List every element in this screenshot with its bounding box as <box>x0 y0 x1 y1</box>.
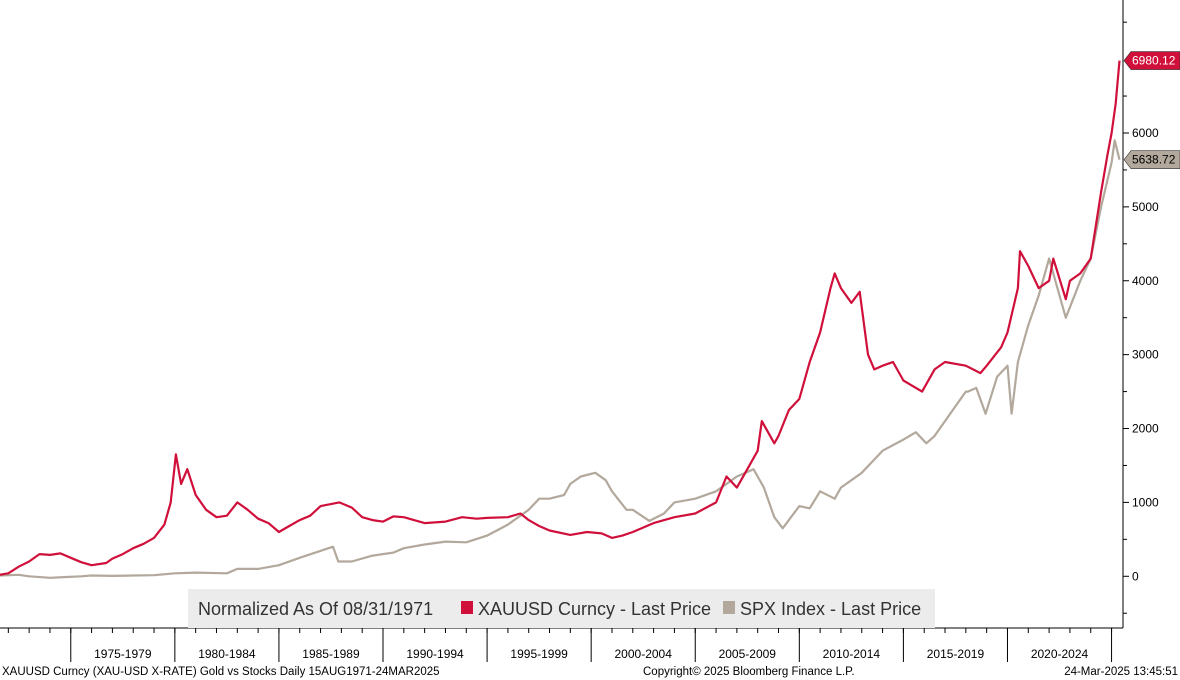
last-value-markers: 6980.12 5638.72 <box>1123 51 1180 169</box>
last-value-label-spx: 5638.72 <box>1132 153 1176 167</box>
legend-swatch-spx <box>723 601 735 614</box>
legend-label-spx: SPX Index - Last Price <box>740 599 921 619</box>
x-tick-label: 2015-2019 <box>927 647 985 661</box>
x-tick-label: 1990-1994 <box>406 647 464 661</box>
footer-center: Copyright© 2025 Bloomberg Finance L.P. <box>643 666 855 678</box>
last-value-tag-gold <box>1123 51 1180 70</box>
x-tick-label: 2010-2014 <box>823 647 881 661</box>
y-tick-label: 4000 <box>1132 274 1159 288</box>
x-tick-group: 1975-1979 1980-1984 1985-1989 1990-1994 1995… <box>7 628 1113 662</box>
plot-area <box>0 60 1121 579</box>
footer-right: 24-Mar-2025 13:45:51 <box>1064 666 1178 678</box>
legend: Normalized As Of 08/31/1971 XAUUSD Curnc… <box>188 589 935 628</box>
series-line-spx <box>0 139 1121 579</box>
y-tick-label: 5000 <box>1132 200 1159 214</box>
footer-left: XAUUSD Curncy (XAU-USD X-RATE) Gold vs S… <box>2 666 440 678</box>
last-value-tag-spx <box>1123 150 1180 169</box>
x-tick-label: 1995-1999 <box>510 647 568 661</box>
series-line-gold <box>0 60 1121 576</box>
legend-label-gold: XAUUSD Curncy - Last Price <box>478 599 711 619</box>
legend-swatch-gold <box>461 601 473 614</box>
x-tick-label: 1975-1979 <box>94 647 152 661</box>
x-tick-label: 2005-2009 <box>719 647 777 661</box>
y-tick-label: 3000 <box>1132 348 1159 362</box>
y-tick-group: 0 1000 2000 3000 4000 5000 6000 <box>1123 21 1159 614</box>
y-tick-label: 0 <box>1132 569 1139 583</box>
x-tick-label: 1985-1989 <box>302 647 360 661</box>
x-tick-label: 2000-2004 <box>615 647 673 661</box>
x-tick-label: 2020-2024 <box>1031 647 1089 661</box>
last-value-label-gold: 6980.12 <box>1132 54 1176 68</box>
x-tick-label: 1980-1984 <box>198 647 256 661</box>
y-tick-label: 2000 <box>1132 422 1159 436</box>
legend-prefix: Normalized As Of 08/31/1971 <box>198 599 433 619</box>
y-tick-label: 1000 <box>1132 495 1159 509</box>
y-tick-label: 6000 <box>1132 126 1159 140</box>
legend-background <box>188 589 935 628</box>
